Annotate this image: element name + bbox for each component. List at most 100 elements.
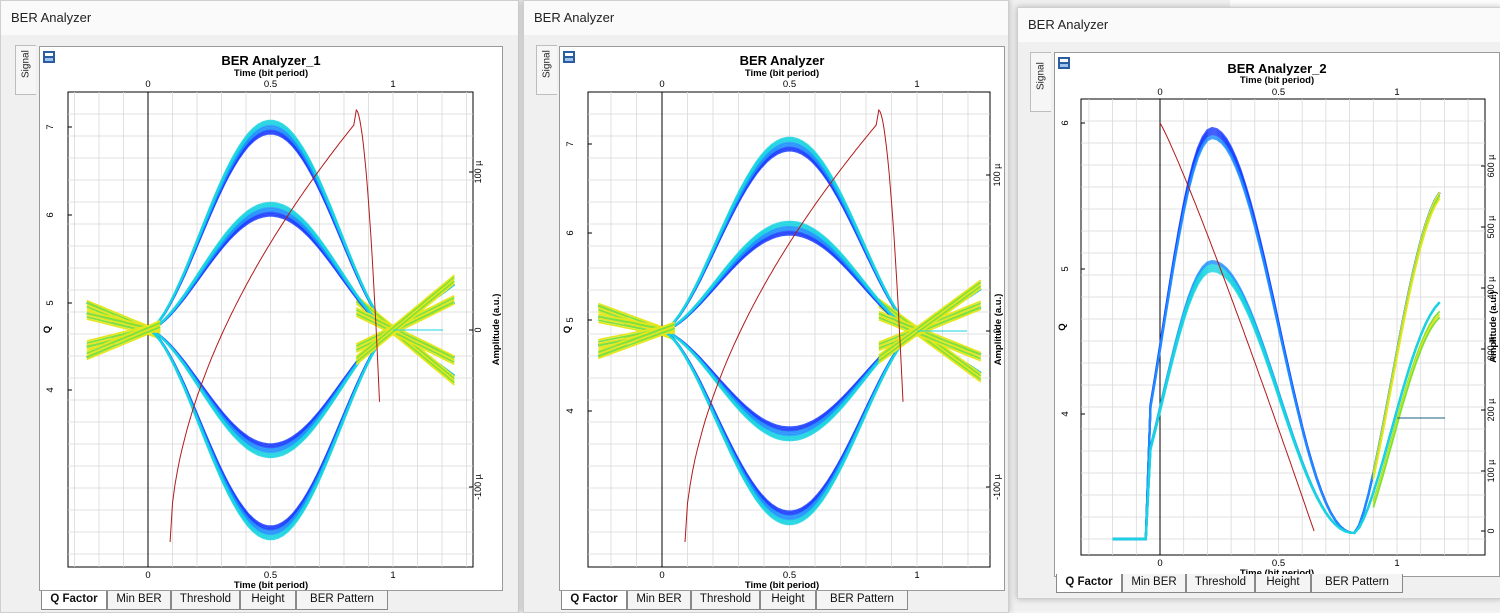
top-axis-label: Time (bit period) <box>1240 75 1314 86</box>
right-tick-label: 400 µ <box>1486 277 1496 300</box>
signal-tab-label: Signal <box>20 50 32 78</box>
ber-analyzer-window-2[interactable]: BER Analyzer Signal BER Analyzer Time (bi… <box>523 0 1009 613</box>
right-tick-label: 100 µ <box>1486 460 1496 483</box>
window-titlebar[interactable]: BER Analyzer <box>524 1 1008 35</box>
bottom-tick-label: 0 <box>145 570 150 581</box>
plot-title: BER Analyzer <box>740 53 825 68</box>
document-icon[interactable] <box>1057 56 1071 70</box>
tab-threshold[interactable]: Threshold <box>1186 574 1255 593</box>
bottom-axis-label: Time (bit period) <box>234 580 308 590</box>
ber-analyzer-window-1[interactable]: BER Analyzer Signal BER Analyzer_1 Time (… <box>0 0 519 613</box>
tab-q-factor[interactable]: Q Factor <box>41 591 107 610</box>
plot-frame: BER Analyzer_1 Time (bit period) Time (bit… <box>39 46 503 591</box>
bottom-tick-label: 1 <box>914 570 919 581</box>
left-axis-label: Q <box>562 326 573 333</box>
signal-side-tab[interactable]: Signal <box>536 45 557 95</box>
tab-threshold[interactable]: Threshold <box>691 591 760 610</box>
top-axis-label: Time (bit period) <box>234 68 308 79</box>
bottom-axis-label: Time (bit period) <box>745 580 819 590</box>
left-tick-label: 6 <box>565 230 576 235</box>
right-axis-label: Amplitude (a.u.) <box>1488 291 1499 363</box>
right-axis-label: Amplitude (a.u.) <box>993 294 1004 366</box>
tab-min-ber[interactable]: Min BER <box>627 591 691 610</box>
top-tick-label: 0 <box>145 79 150 90</box>
left-axis-label: Q <box>42 326 53 333</box>
tab-height[interactable]: Height <box>760 591 816 610</box>
tab-height[interactable]: Height <box>240 591 296 610</box>
plot-title: BER Analyzer_1 <box>221 53 320 68</box>
right-tick-label: 0 <box>473 327 483 332</box>
right-tick-label: -100 µ <box>473 474 483 500</box>
top-tick-label: 0 <box>659 79 664 90</box>
left-tick-label: 5 <box>565 317 576 322</box>
tab-ber-pattern[interactable]: BER Pattern <box>296 591 388 610</box>
tab-ber-pattern[interactable]: BER Pattern <box>816 591 908 610</box>
tab-min-ber[interactable]: Min BER <box>1122 574 1186 593</box>
top-tick-label: 0.5 <box>264 79 277 90</box>
document-icon[interactable] <box>42 50 56 64</box>
left-tick-label: 7 <box>565 141 576 146</box>
document-icon[interactable] <box>562 50 576 64</box>
bottom-tick-label: 0.5 <box>264 570 277 581</box>
bottom-tick-label: 0 <box>1157 558 1162 569</box>
plot-frame: BER Analyzer_2 Time (bit period) Time (bit… <box>1054 52 1500 577</box>
right-tick-label: 100 µ <box>992 164 1002 187</box>
top-tick-label: 0 <box>1157 87 1162 98</box>
plot-frame: BER Analyzer Time (bit period) Time (bit p… <box>559 46 1005 591</box>
top-tick-label: 1 <box>914 79 919 90</box>
right-tick-label: -100 µ <box>992 474 1002 500</box>
signal-tab-label: Signal <box>541 50 553 78</box>
bottom-tick-label: 1 <box>390 570 395 581</box>
tab-min-ber[interactable]: Min BER <box>107 591 171 610</box>
right-tick-label: 0 <box>992 328 1002 333</box>
tab-height[interactable]: Height <box>1255 574 1311 593</box>
result-tabs: Q Factor Min BER Threshold Height BER Patter… <box>1056 574 1496 594</box>
top-tick-label: 0.5 <box>783 79 796 90</box>
signal-tab-label: Signal <box>1035 62 1047 90</box>
tab-threshold[interactable]: Threshold <box>171 591 240 610</box>
left-tick-label: 5 <box>1060 266 1071 271</box>
right-tick-label: 200 µ <box>1486 399 1496 422</box>
left-tick-label: 4 <box>45 387 56 392</box>
left-tick-label: 4 <box>565 408 576 413</box>
ber-analyzer-window-3[interactable]: BER Analyzer Signal BER Analyzer_2 Time (… <box>1017 7 1500 599</box>
window-title: BER Analyzer <box>534 10 615 25</box>
bottom-tick-label: 0.5 <box>783 570 796 581</box>
q-factor-curve <box>169 108 380 543</box>
signal-side-tab[interactable]: Signal <box>15 45 36 95</box>
q-factor-curve <box>684 108 904 543</box>
plot-title: BER Analyzer_2 <box>1227 61 1326 76</box>
window-titlebar[interactable]: BER Analyzer <box>1018 8 1500 42</box>
top-axis-label: Time (bit period) <box>745 68 819 79</box>
left-tick-label: 7 <box>45 124 56 129</box>
right-tick-label: 600 µ <box>1486 155 1496 178</box>
right-tick-label: 300 µ <box>1486 338 1496 361</box>
result-tabs: Q Factor Min BER Threshold Height BER Patter… <box>41 591 501 611</box>
bottom-axis-label: Time (bit period) <box>1240 568 1314 576</box>
result-tabs: Q Factor Min BER Threshold Height BER Patter… <box>561 591 1001 611</box>
bottom-tick-label: 0 <box>659 570 664 581</box>
bottom-tick-label: 1 <box>1394 558 1399 569</box>
background-window-edge <box>1230 0 1500 10</box>
left-tick-label: 6 <box>45 212 56 217</box>
right-tick-label: 500 µ <box>1486 216 1496 239</box>
eye-traces <box>1112 126 1441 541</box>
right-tick-label: 100 µ <box>473 161 483 184</box>
right-axis-label: Amplitude (a.u.) <box>491 294 502 366</box>
top-tick-label: 0.5 <box>1272 87 1285 98</box>
tab-ber-pattern[interactable]: BER Pattern <box>1311 574 1403 593</box>
left-tick-label: 6 <box>1060 120 1071 125</box>
tab-q-factor[interactable]: Q Factor <box>1056 574 1122 593</box>
tab-q-factor[interactable]: Q Factor <box>561 591 627 610</box>
bottom-tick-label: 0.5 <box>1272 558 1285 569</box>
top-tick-label: 1 <box>1394 87 1399 98</box>
q-factor-curve <box>1159 122 1315 532</box>
signal-side-tab[interactable]: Signal <box>1030 52 1051 112</box>
window-titlebar[interactable]: BER Analyzer <box>1 1 518 35</box>
left-tick-label: 4 <box>1060 411 1071 416</box>
window-title: BER Analyzer <box>11 10 92 25</box>
window-title: BER Analyzer <box>1028 17 1109 32</box>
